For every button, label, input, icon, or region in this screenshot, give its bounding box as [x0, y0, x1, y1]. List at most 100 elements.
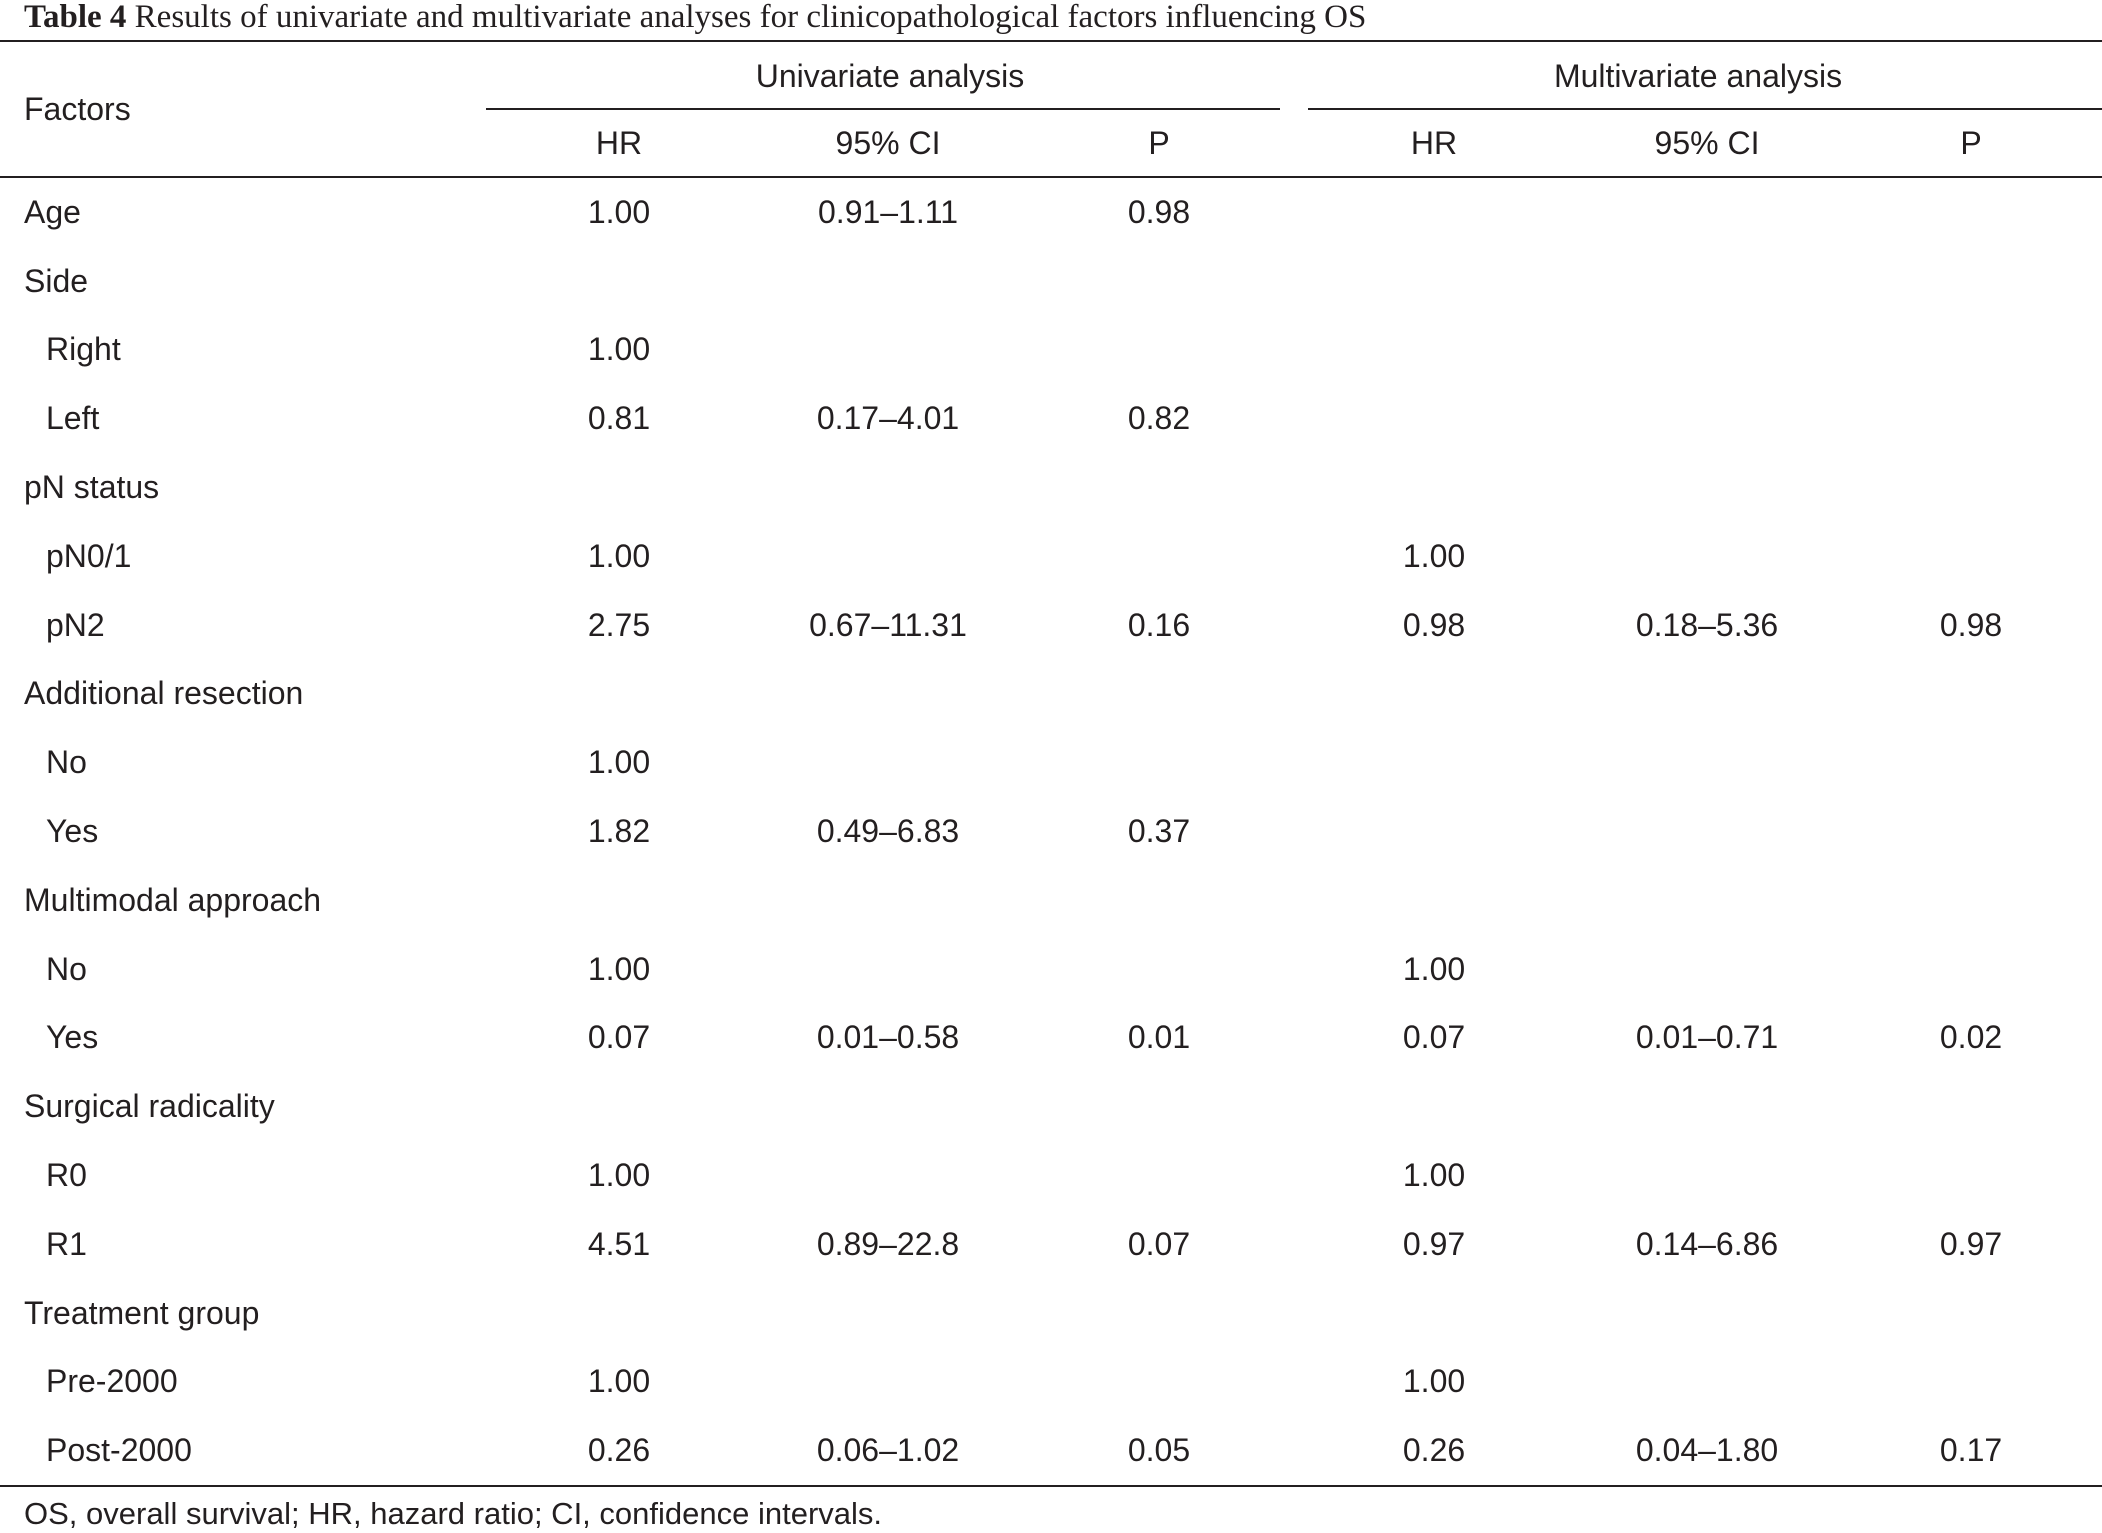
table-row: R1 4.51 0.89–22.8 0.07 0.97 0.14–6.86 0.97 — [0, 1210, 2102, 1279]
factor-cell: Pre-2000 — [46, 1363, 178, 1400]
multi-p-cell — [1840, 1348, 2102, 1417]
factor-cell: Left — [46, 400, 100, 437]
uni-ci-cell: 0.91–1.11 — [818, 193, 958, 230]
uni-hr-cell: 1.00 — [587, 331, 651, 368]
uni-ci-cell: 0.01–0.58 — [816, 1019, 960, 1056]
factor-cell: No — [46, 744, 87, 781]
table-row: Yes 0.07 0.01–0.58 0.01 0.07 0.01–0.71 0.02 — [0, 1004, 2102, 1073]
uni-p-cell — [1024, 316, 1294, 385]
factor-cell: Surgical radicality — [24, 1088, 275, 1125]
multi-p-cell — [1840, 797, 2102, 866]
uni-hr-cell: 2.75 — [587, 606, 651, 643]
multi-hr-cell: 1.00 — [1402, 537, 1466, 574]
uni-p-cell — [1024, 866, 1294, 935]
uni-ci-cell — [752, 1072, 1024, 1141]
multi-hr-cell — [1294, 177, 1574, 247]
uni-p-cell: 0.37 — [1127, 813, 1191, 850]
uni-hr-cell: 0.26 — [587, 1432, 651, 1469]
factor-cell: Treatment group — [24, 1294, 260, 1331]
uni-ci-cell — [752, 453, 1024, 522]
multi-ci-cell — [1574, 728, 1840, 797]
column-header-multi-ci: 95% CI — [1654, 124, 1760, 161]
multi-ci-cell — [1574, 384, 1840, 453]
uni-p-cell — [1024, 1141, 1294, 1210]
uni-p-cell — [1024, 522, 1294, 591]
multi-p-cell: 0.17 — [1939, 1432, 2003, 1469]
multi-ci-cell — [1574, 866, 1840, 935]
multi-p-cell — [1840, 1072, 2102, 1141]
multivariate-underline — [1308, 108, 2102, 110]
multi-p-cell: 0.97 — [1939, 1225, 2003, 1262]
multi-ci-cell — [1574, 453, 1840, 522]
multi-ci-cell — [1574, 316, 1840, 385]
uni-hr-cell: 1.00 — [587, 537, 651, 574]
multi-hr-cell — [1294, 453, 1574, 522]
multi-ci-cell — [1574, 1279, 1840, 1348]
table-row: Post-2000 0.26 0.06–1.02 0.05 0.26 0.04–1.80 0… — [0, 1416, 2102, 1487]
factor-cell: pN0/1 — [46, 537, 132, 574]
multi-ci-cell — [1574, 1072, 1840, 1141]
multi-hr-cell — [1294, 316, 1574, 385]
uni-p-cell — [1024, 660, 1294, 729]
table-label: Table 4 — [24, 0, 127, 35]
uni-p-cell: 0.01 — [1127, 1019, 1191, 1056]
multi-ci-cell — [1574, 660, 1840, 729]
multi-p-cell — [1840, 866, 2102, 935]
factor-cell: Age — [24, 193, 81, 230]
multi-hr-cell — [1294, 866, 1574, 935]
uni-p-cell: 0.07 — [1127, 1225, 1191, 1262]
table-row: Multimodal approach — [0, 866, 2102, 935]
uni-ci-cell — [752, 866, 1024, 935]
factor-cell: R0 — [46, 1157, 87, 1194]
uni-hr-cell: 0.81 — [587, 400, 651, 437]
column-header-uni-ci: 95% CI — [835, 124, 941, 161]
uni-p-cell — [1024, 1348, 1294, 1417]
factor-cell: Post-2000 — [46, 1432, 192, 1469]
multi-ci-cell: 0.04–1.80 — [1635, 1432, 1779, 1469]
multi-hr-cell: 0.07 — [1402, 1019, 1466, 1056]
multi-hr-cell: 0.97 — [1402, 1225, 1466, 1262]
table-row: pN status — [0, 453, 2102, 522]
uni-p-cell — [1024, 728, 1294, 797]
multi-hr-cell — [1294, 1279, 1574, 1348]
header-row-groups: Factors Univariate analysis Multivariate… — [0, 41, 2102, 127]
table-row: Additional resection — [0, 660, 2102, 729]
uni-hr-cell: 1.00 — [587, 193, 651, 230]
table-row: Left 0.81 0.17–4.01 0.82 — [0, 384, 2102, 453]
multivariate-header-label: Multivariate analysis — [1553, 57, 1843, 94]
uni-hr-cell: 1.82 — [587, 813, 651, 850]
uni-ci-cell — [752, 660, 1024, 729]
uni-ci-cell: 0.17–4.01 — [816, 400, 960, 437]
uni-hr-cell: 1.00 — [587, 1157, 651, 1194]
uni-p-cell: 0.16 — [1127, 606, 1191, 643]
factor-cell: Side — [24, 262, 89, 299]
univariate-header-label: Univariate analysis — [755, 57, 1025, 94]
uni-hr-cell — [486, 660, 752, 729]
multi-hr-cell — [1294, 797, 1574, 866]
multi-hr-cell — [1294, 660, 1574, 729]
univariate-underline — [486, 108, 1281, 110]
uni-hr-cell: 1.00 — [587, 1363, 651, 1400]
multi-p-cell — [1840, 453, 2102, 522]
uni-p-cell: 0.82 — [1127, 400, 1191, 437]
multi-hr-cell — [1294, 384, 1574, 453]
uni-ci-cell: 0.06–1.02 — [816, 1432, 960, 1469]
factor-cell: No — [46, 950, 87, 987]
univariate-header: Univariate analysis — [486, 41, 1294, 110]
multi-p-cell — [1840, 935, 2102, 1004]
uni-p-cell — [1024, 1279, 1294, 1348]
table-caption: Table 4 Results of univariate and multiv… — [24, 0, 1366, 40]
multi-hr-cell: 1.00 — [1402, 1363, 1466, 1400]
multi-hr-cell — [1294, 1072, 1574, 1141]
column-header-multi-p: P — [1960, 124, 1982, 161]
multi-p-cell — [1840, 1279, 2102, 1348]
multi-ci-cell — [1574, 247, 1840, 316]
multi-ci-cell — [1574, 1141, 1840, 1210]
factor-cell: pN2 — [46, 606, 105, 643]
multi-p-cell — [1840, 247, 2102, 316]
uni-ci-cell: 0.67–11.31 — [809, 606, 967, 643]
uni-hr-cell — [486, 1072, 752, 1141]
uni-hr-cell: 1.00 — [587, 744, 651, 781]
multi-hr-cell: 1.00 — [1402, 950, 1466, 987]
uni-ci-cell — [752, 935, 1024, 1004]
